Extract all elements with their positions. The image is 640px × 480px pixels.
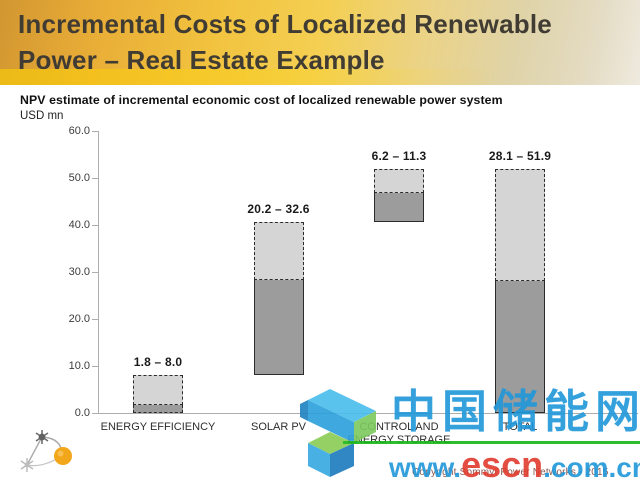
y-axis-line <box>98 131 99 413</box>
copyright-text: Copyright Sommyt Power Networks - 2015 <box>412 467 609 478</box>
y-tick-label: 10.0 <box>68 360 90 372</box>
y-tick-label: 30.0 <box>68 266 90 278</box>
bar-segment-low <box>495 280 545 413</box>
bar-segment-low <box>374 193 424 223</box>
bar-range-label: 6.2 – 11.3 <box>371 149 427 164</box>
y-tick <box>92 413 98 414</box>
chart-subtitle: NPV estimate of incremental economic cos… <box>20 93 503 107</box>
x-category-label: ENERGY EFFICIENCY <box>100 421 216 433</box>
y-tick-label: 0.0 <box>74 407 90 419</box>
x-category-label: CONTROL AND ENERGY STORAGE <box>347 421 451 446</box>
bar-range-label: 28.1 – 51.9 <box>488 149 552 164</box>
x-axis-line <box>98 413 638 414</box>
y-tick <box>92 366 98 367</box>
y-tick <box>92 319 98 320</box>
bar-segment-high <box>253 222 304 281</box>
y-tick-label: 40.0 <box>68 219 90 231</box>
bar-range-label: 20.2 – 32.6 <box>247 202 310 217</box>
y-tick <box>92 131 98 132</box>
y-tick <box>92 272 98 273</box>
chart-unit-label: USD mn <box>20 110 64 122</box>
x-category-label: SOLAR PV <box>250 421 307 433</box>
y-tick-label: 60.0 <box>68 125 90 137</box>
bar-segment-high <box>133 375 183 405</box>
bar-segment-low <box>133 404 183 413</box>
bar-segment-low <box>253 280 304 376</box>
y-tick <box>92 225 98 226</box>
network-logo <box>20 430 72 472</box>
bar-segment-high <box>374 169 424 194</box>
y-tick <box>92 178 98 179</box>
y-tick-label: 50.0 <box>68 172 90 184</box>
slide-header: Incremental Costs of Localized Renewable… <box>0 0 640 85</box>
x-category-label: TOTAL <box>502 421 538 433</box>
slide-title-line1: Incremental Costs of Localized Renewable <box>18 9 552 39</box>
bar-range-label: 1.8 – 8.0 <box>133 355 183 370</box>
bar-segment-high <box>495 169 545 281</box>
y-tick-label: 20.0 <box>68 313 90 325</box>
